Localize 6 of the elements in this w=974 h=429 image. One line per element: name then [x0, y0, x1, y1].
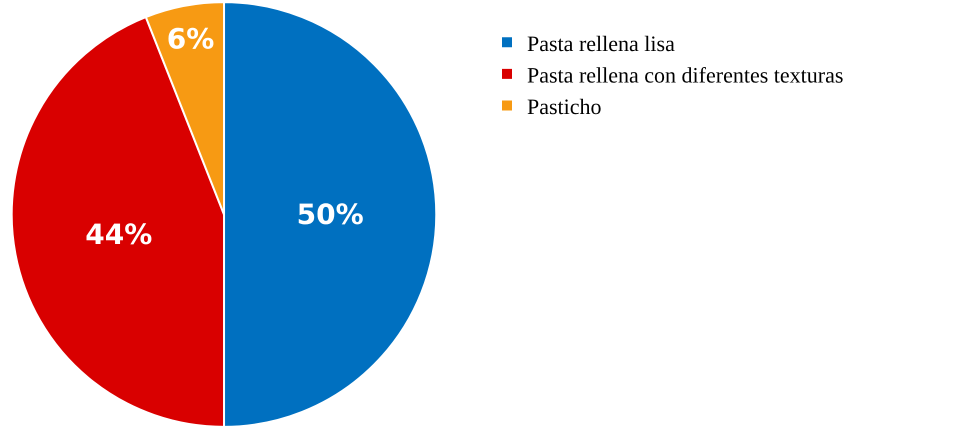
legend-label: Pasta rellena lisa	[527, 30, 676, 56]
data-label: 50%	[296, 198, 364, 231]
legend-label: Pasta rellena con diferentes texturas	[527, 62, 844, 88]
data-label: 6%	[166, 22, 214, 56]
legend-label: Pasticho	[527, 94, 602, 120]
data-label: 44%	[85, 218, 152, 252]
